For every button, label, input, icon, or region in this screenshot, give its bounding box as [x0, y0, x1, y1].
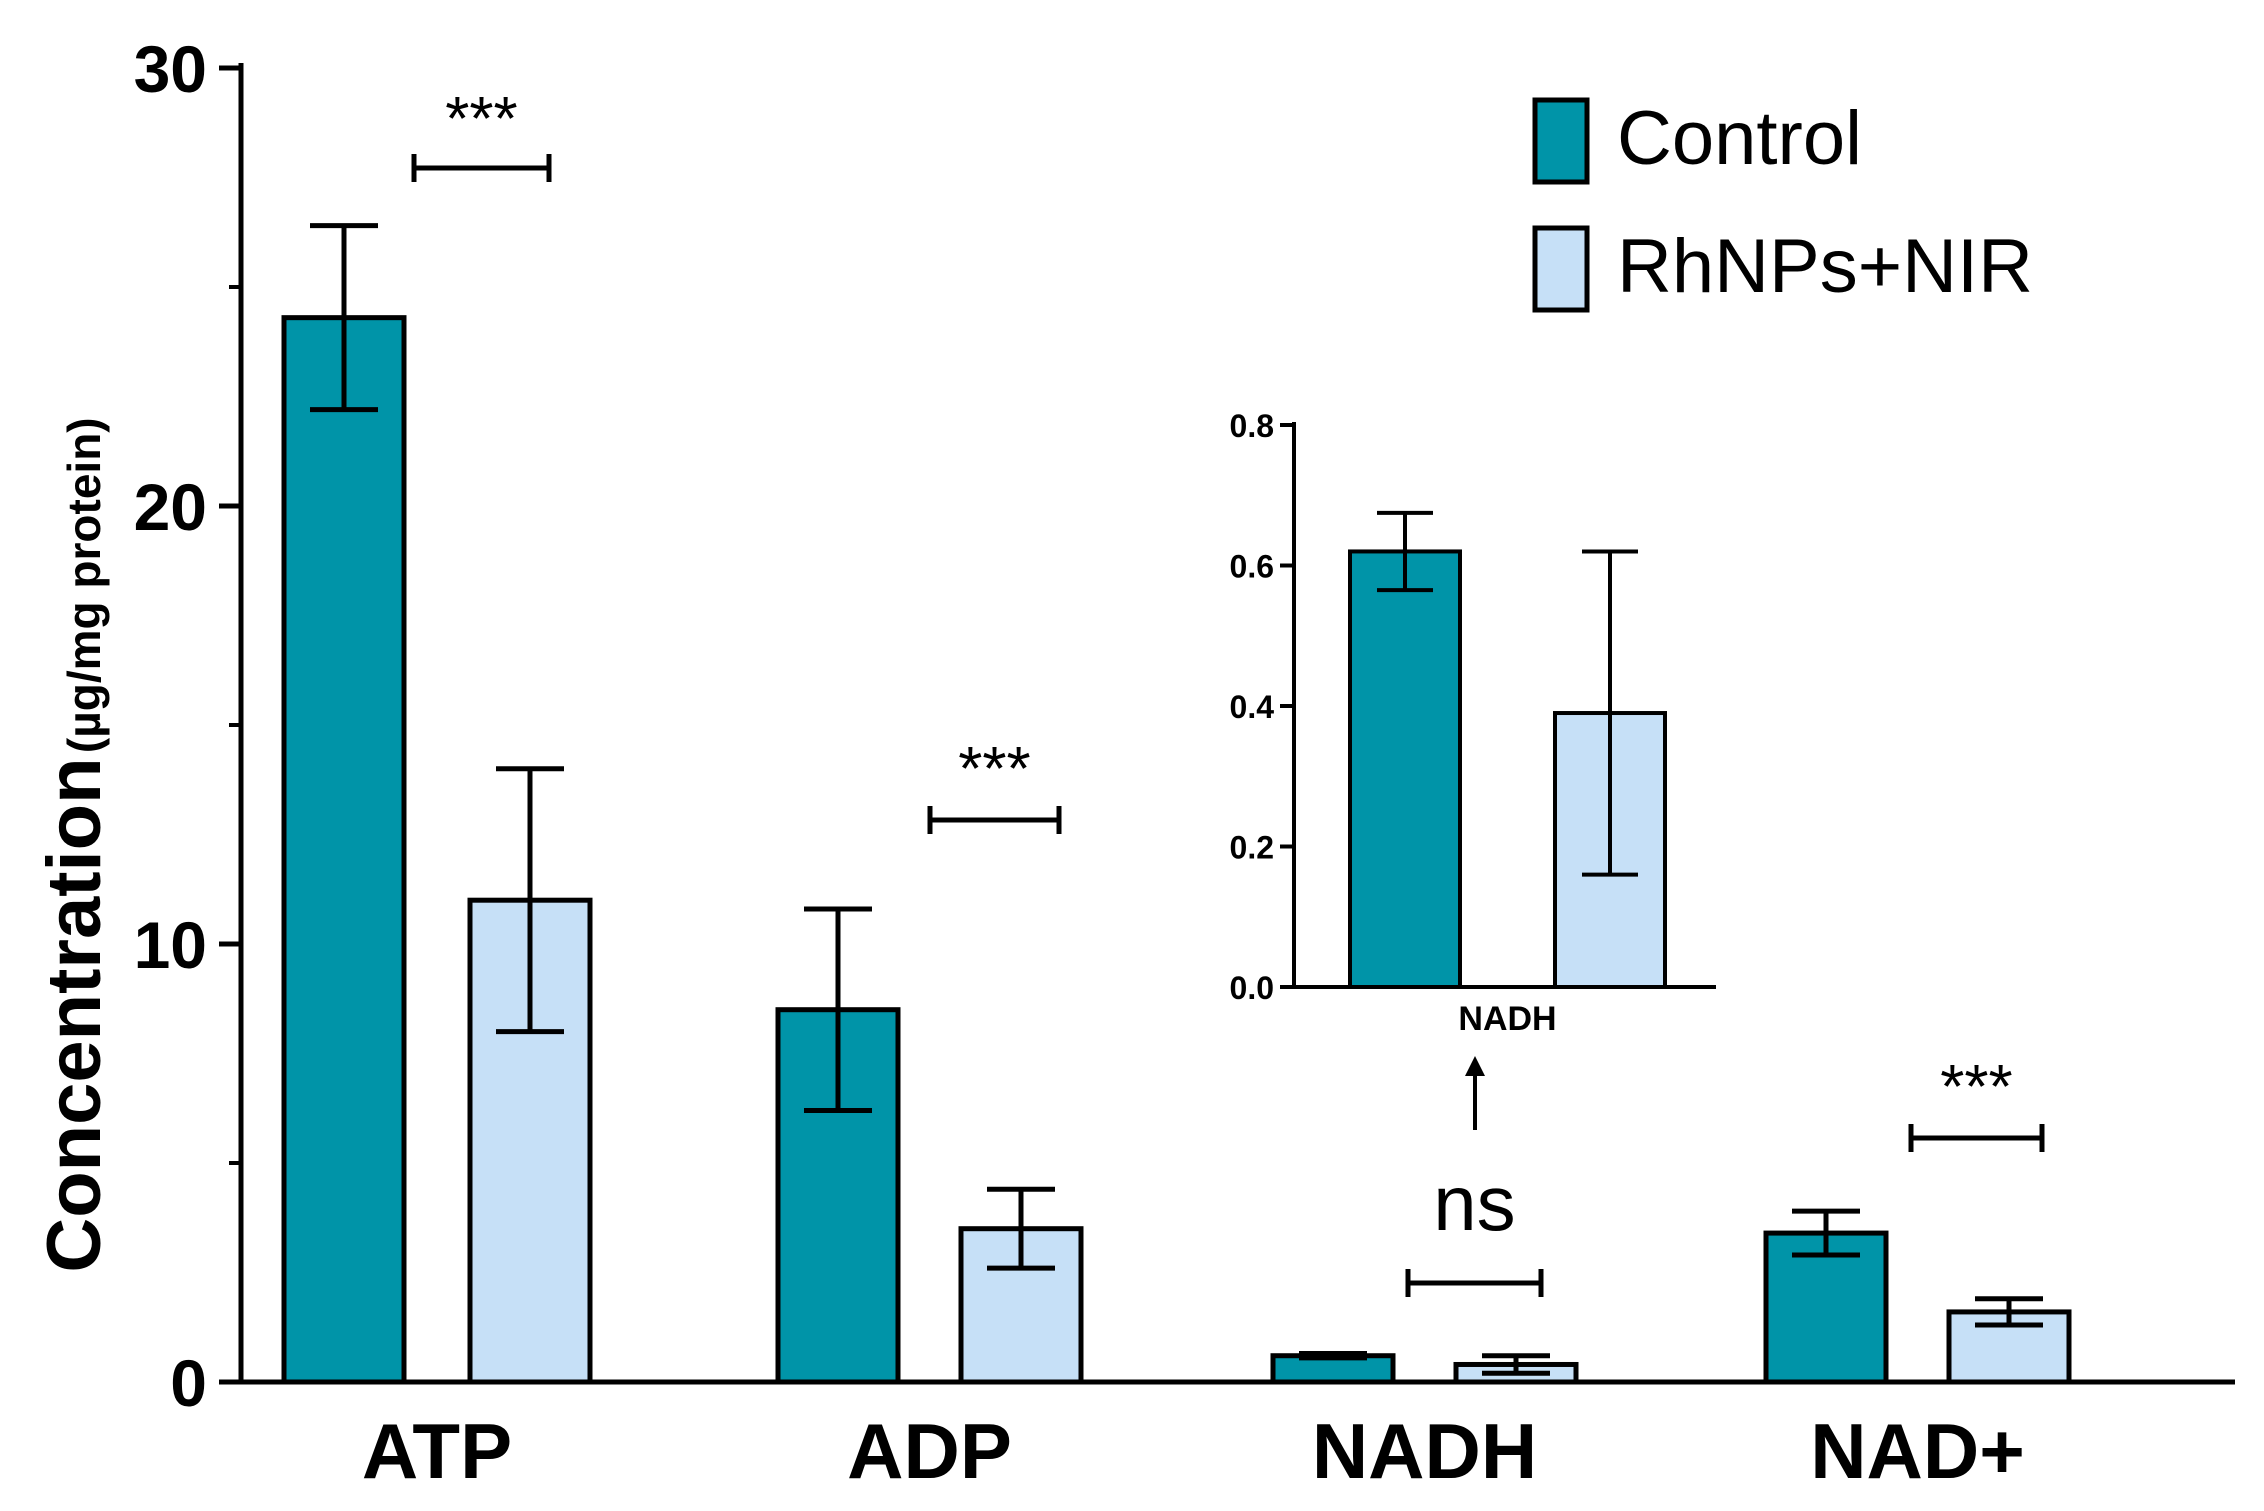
y-axis-title: Concentration (µg/mg protein) — [32, 417, 117, 1272]
y-tick-label: 30 — [134, 32, 207, 106]
significance-label: *** — [1940, 1053, 2012, 1122]
y-tick-label: 0 — [170, 1346, 207, 1420]
inset-x-tick-label: NADH — [1458, 1000, 1556, 1038]
significance-label: *** — [958, 735, 1030, 804]
legend-label-control: Control — [1617, 96, 1862, 181]
inset-arrow-head — [1465, 1056, 1485, 1076]
y-axis-title-unit: (µg/mg protein) — [58, 417, 110, 753]
significance-label: *** — [445, 85, 517, 154]
legend-swatch-control — [1532, 97, 1590, 185]
inset-y-tick-label: 0.6 — [1230, 549, 1274, 585]
significance-label: ns — [1433, 1159, 1515, 1247]
inset-bar-control — [1348, 549, 1462, 989]
legend-swatch-rhnps-nir — [1532, 225, 1590, 313]
legend-label-rhnps-nir: RhNPs+NIR — [1617, 224, 2033, 309]
bar-nadplus-control — [1763, 1230, 1889, 1385]
inset-y-tick-label: 0.0 — [1230, 970, 1274, 1006]
inset-y-tick-label: 0.2 — [1230, 830, 1274, 866]
x-tick-label: ATP — [362, 1407, 512, 1495]
inset-y-tick-label: 0.4 — [1230, 689, 1275, 725]
x-tick-label: NADH — [1312, 1407, 1537, 1495]
bar-atp-control — [281, 315, 407, 1385]
x-tick-label: NAD+ — [1810, 1407, 2025, 1495]
inset-y-tick-label: 0.8 — [1230, 408, 1274, 444]
y-tick-label: 20 — [134, 470, 207, 544]
x-tick-label: ADP — [847, 1407, 1012, 1495]
y-tick-label: 10 — [134, 908, 207, 982]
y-axis-title-main: Concentration — [32, 758, 117, 1273]
